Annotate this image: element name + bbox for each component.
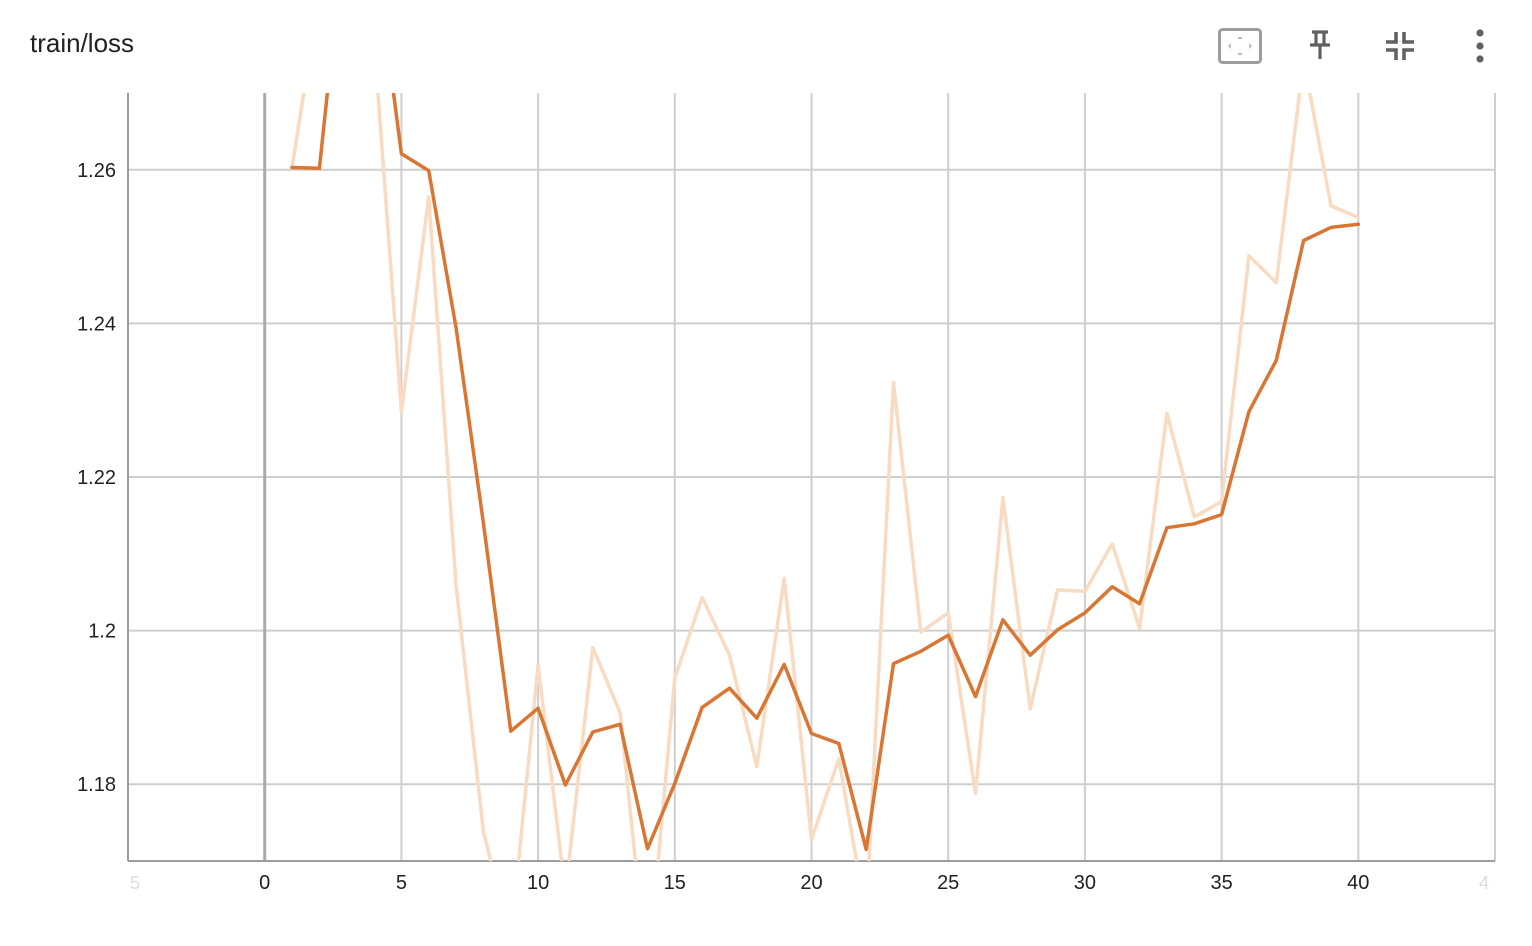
x-tick-label: 30 [1074,872,1096,894]
smoothed-loss-line [290,93,1361,852]
x-faded-tick-label: 5 [130,873,140,893]
y-tick-label: 1.26 [77,160,116,182]
x-tick-label: 25 [937,872,959,894]
x-tick-label: 10 [527,872,549,894]
pin-icon [1310,30,1330,59]
chart-title: train/loss [30,28,135,58]
card-header: train/loss [0,0,1532,92]
y-tick-label: 1.24 [77,313,116,335]
more-vert-icon [1476,29,1484,63]
raw-loss-line [290,93,1361,861]
x-tick-label: 0 [259,872,270,894]
pin-button[interactable] [1298,26,1342,66]
x-tick-label: 15 [664,872,686,894]
collapse-icon [1386,32,1414,60]
x-faded-tick-label: 4 [1479,873,1489,893]
y-tick-label: 1.18 [77,774,116,796]
x-tick-label: 20 [800,872,822,894]
y-tick-label: 1.2 [88,621,116,643]
x-tick-label: 5 [396,872,407,894]
fit-domain-button[interactable] [1218,26,1262,66]
y-tick-label: 1.22 [77,467,116,489]
collapse-button[interactable] [1378,26,1422,66]
more-options-button[interactable] [1458,26,1502,66]
x-tick-label: 40 [1347,872,1369,894]
x-tick-label: 35 [1210,872,1232,894]
fit-domain-icon [1218,28,1262,64]
